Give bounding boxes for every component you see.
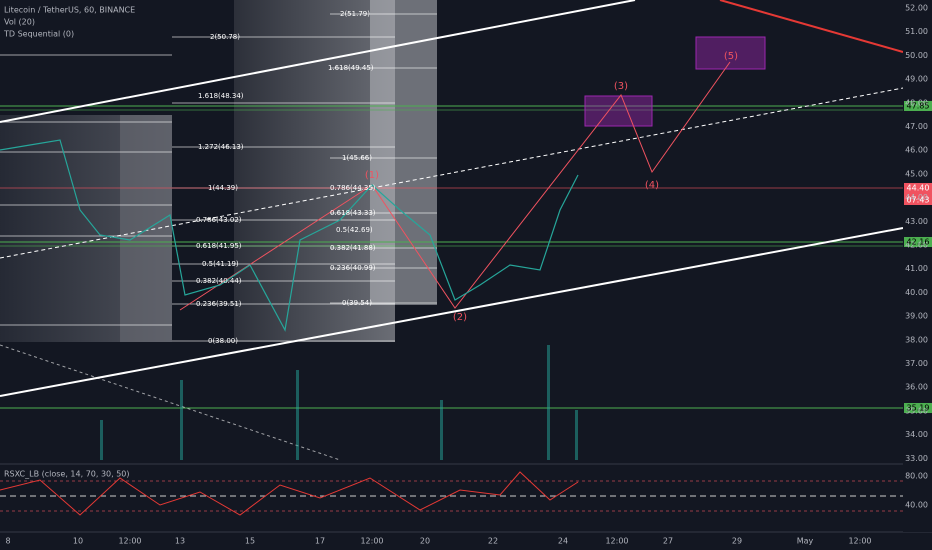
price-badge: 42.16 bbox=[907, 238, 930, 247]
rsi-label: 40.00 bbox=[905, 501, 928, 510]
fib-label: 0.618(43.33) bbox=[330, 209, 376, 217]
price-label: 51.00 bbox=[905, 27, 928, 36]
fib-label: 0.786(43.02) bbox=[196, 216, 242, 224]
price-label: 37.00 bbox=[905, 359, 928, 368]
wave-label: (5) bbox=[724, 51, 738, 62]
fib-label: 1.618(49.45) bbox=[328, 64, 374, 72]
price-label: 40.00 bbox=[905, 288, 928, 297]
fib-label: 0.382(40.44) bbox=[196, 277, 242, 285]
price-label: 46.00 bbox=[905, 146, 928, 155]
time-label: 17 bbox=[315, 537, 325, 546]
price-label: 45.00 bbox=[905, 169, 928, 178]
wave-label: (2) bbox=[453, 312, 467, 323]
fib-label: 0.236(40.99) bbox=[330, 264, 376, 272]
time-label: 24 bbox=[558, 537, 568, 546]
fib-zones bbox=[0, 0, 437, 342]
price-label: 42.00 bbox=[905, 241, 928, 250]
volume bbox=[100, 345, 578, 460]
price-label: 41.00 bbox=[905, 264, 928, 273]
wave-label: (1) bbox=[365, 170, 379, 181]
indicator: TD Sequential (0) bbox=[3, 30, 74, 39]
indicator: Vol (20) bbox=[4, 18, 35, 27]
time-label: 12:00 bbox=[605, 537, 628, 546]
rsi-pane bbox=[0, 463, 932, 533]
price-label: 50.00 bbox=[905, 51, 928, 60]
time-label: 27 bbox=[663, 537, 673, 546]
last-price: 44.40 bbox=[907, 184, 930, 193]
time-label: 8 bbox=[5, 537, 10, 546]
fib-label: 1(44.39) bbox=[208, 184, 238, 192]
time-label: 29 bbox=[732, 537, 742, 546]
time-label: 13 bbox=[175, 537, 185, 546]
wave-label: (3) bbox=[614, 81, 628, 92]
fib-label: 1.272(46.13) bbox=[198, 143, 244, 151]
fib-label: 0.5(42.69) bbox=[336, 226, 373, 234]
price-label: 43.00 bbox=[905, 217, 928, 226]
time-label: 12:00 bbox=[360, 537, 383, 546]
price-sketch bbox=[0, 139, 579, 332]
price-label: 44.00 bbox=[905, 193, 928, 202]
price-label: 48.00 bbox=[905, 98, 928, 107]
rsi-title: RSXC_LB (close, 14, 70, 30, 50) bbox=[4, 470, 130, 479]
price-label: 34.00 bbox=[905, 430, 928, 439]
countdown: 07:43 bbox=[906, 196, 929, 205]
price-label: 38.00 bbox=[905, 335, 928, 344]
time-label: 12:00 bbox=[848, 537, 871, 546]
fib-label: 0.5(41.19) bbox=[202, 260, 239, 268]
time-label: 20 bbox=[420, 537, 430, 546]
fib-label: 2(50.78) bbox=[210, 33, 240, 41]
price-label: 33.00 bbox=[905, 454, 928, 463]
time-label: 22 bbox=[488, 537, 498, 546]
chart-title: Litecoin / TetherUS, 60, BINANCE bbox=[4, 6, 135, 15]
levels bbox=[0, 105, 903, 409]
time-label: May bbox=[797, 537, 814, 546]
fib-label: 1(45.66) bbox=[342, 154, 372, 162]
price-label: 39.00 bbox=[905, 312, 928, 321]
time-label: 12:00 bbox=[118, 537, 141, 546]
price-label: 47.00 bbox=[905, 122, 928, 131]
fib-label: 0.236(39.51) bbox=[196, 300, 242, 308]
price-label: 52.00 bbox=[905, 4, 928, 13]
price-badge: 47.85 bbox=[907, 102, 930, 111]
trend-lines bbox=[0, 0, 904, 461]
time-label: 15 bbox=[245, 537, 255, 546]
fib-label: 0.786(44.35) bbox=[330, 184, 376, 192]
price-label: 49.00 bbox=[905, 75, 928, 84]
fib-label: 1.618(48.34) bbox=[198, 92, 244, 100]
price-label: 35.00 bbox=[905, 406, 928, 415]
fib-label: 0.382(41.88) bbox=[330, 244, 376, 252]
fib-label: 2(51.79) bbox=[340, 10, 370, 18]
wave-label: (4) bbox=[645, 180, 659, 191]
badges bbox=[904, 101, 932, 413]
fib-label: 0(38.00) bbox=[208, 337, 238, 345]
rsi-label: 80.00 bbox=[905, 472, 928, 481]
price-label: 36.00 bbox=[905, 383, 928, 392]
time-label: 10 bbox=[73, 537, 83, 546]
fib-label: 0(39.54) bbox=[342, 299, 372, 307]
price-axis-bg bbox=[903, 0, 932, 532]
fib-label: 0.618(41.95) bbox=[196, 242, 242, 250]
price-badge: 35.19 bbox=[907, 404, 930, 413]
